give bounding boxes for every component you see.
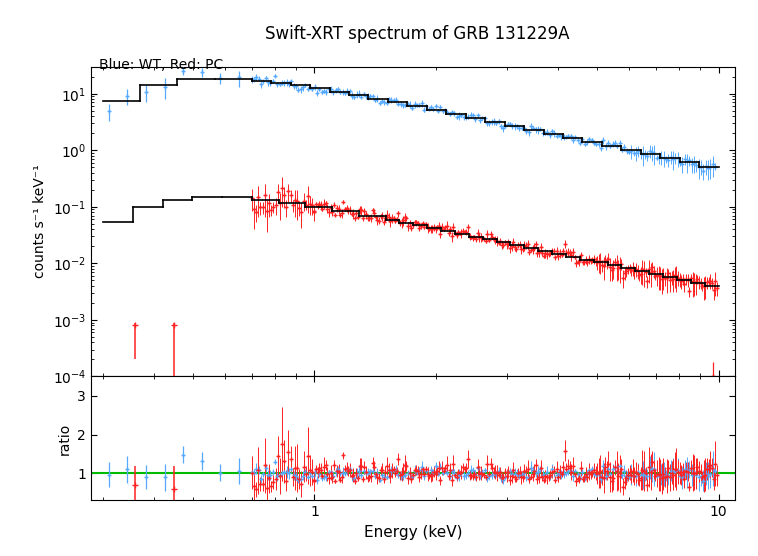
- Text: Swift-XRT spectrum of GRB 131229A: Swift-XRT spectrum of GRB 131229A: [265, 25, 569, 43]
- X-axis label: Energy (keV): Energy (keV): [364, 525, 462, 540]
- Text: Blue: WT, Red: PC: Blue: WT, Red: PC: [99, 58, 223, 72]
- Y-axis label: counts s⁻¹ keV⁻¹: counts s⁻¹ keV⁻¹: [33, 165, 47, 279]
- Y-axis label: ratio: ratio: [58, 423, 72, 455]
